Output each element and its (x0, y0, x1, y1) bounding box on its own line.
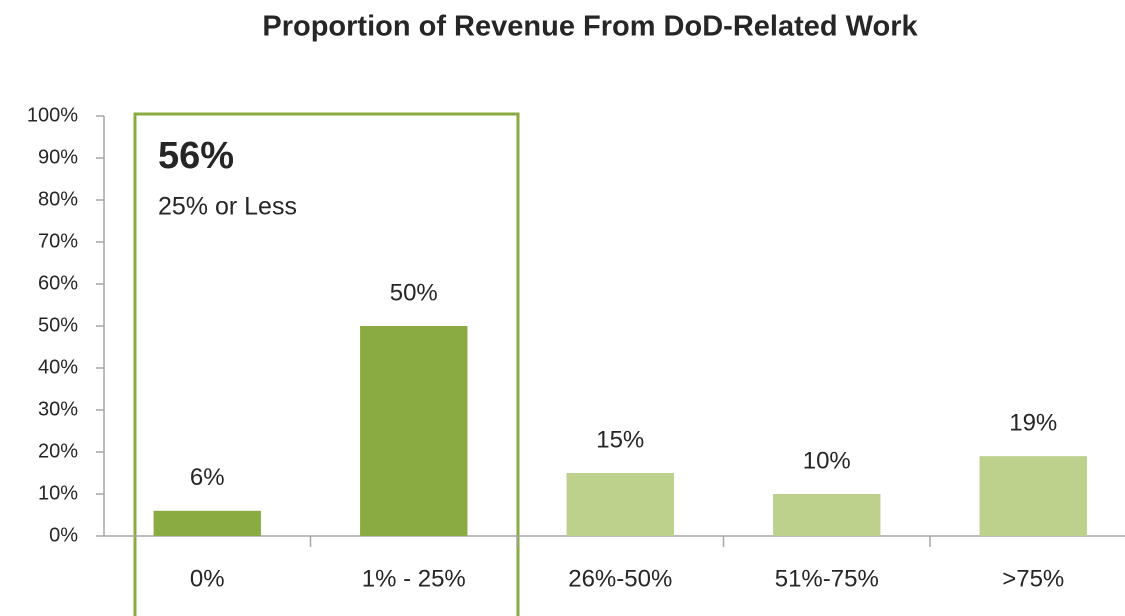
value-label: 6% (190, 464, 225, 491)
x-tick-label: >75% (1002, 565, 1064, 592)
highlight-box (133, 112, 520, 616)
y-tick-label: 80% (38, 188, 78, 210)
annotation-text: 25% or Less (158, 193, 297, 221)
y-tick-label: 10% (38, 482, 78, 504)
y-tick-label: 30% (38, 398, 78, 420)
bar (566, 473, 674, 536)
y-tick-label: 100% (27, 104, 78, 126)
value-label: 15% (596, 426, 644, 453)
y-tick-label: 60% (38, 272, 78, 294)
bar (153, 510, 261, 536)
x-tick-label: 1% - 25% (362, 565, 466, 592)
y-tick-label: 20% (38, 440, 78, 462)
chart-title: Proportion of Revenue From DoD-Related W… (262, 11, 918, 43)
value-label: 50% (390, 279, 438, 306)
x-tick-label: 51%-75% (775, 565, 879, 592)
y-tick-label: 70% (38, 230, 78, 252)
annotation-value: 56% (158, 135, 234, 177)
y-tick-label: 50% (38, 314, 78, 336)
y-tick-label: 0% (49, 524, 78, 546)
bar (773, 494, 881, 536)
value-label: 10% (803, 447, 851, 474)
x-tick-label: 26%-50% (568, 565, 672, 592)
value-label: 19% (1009, 410, 1057, 437)
bar (360, 326, 468, 536)
y-tick-label: 90% (38, 146, 78, 168)
y-tick-label: 40% (38, 356, 78, 378)
bar (979, 456, 1087, 536)
x-tick-label: 0% (190, 565, 225, 592)
